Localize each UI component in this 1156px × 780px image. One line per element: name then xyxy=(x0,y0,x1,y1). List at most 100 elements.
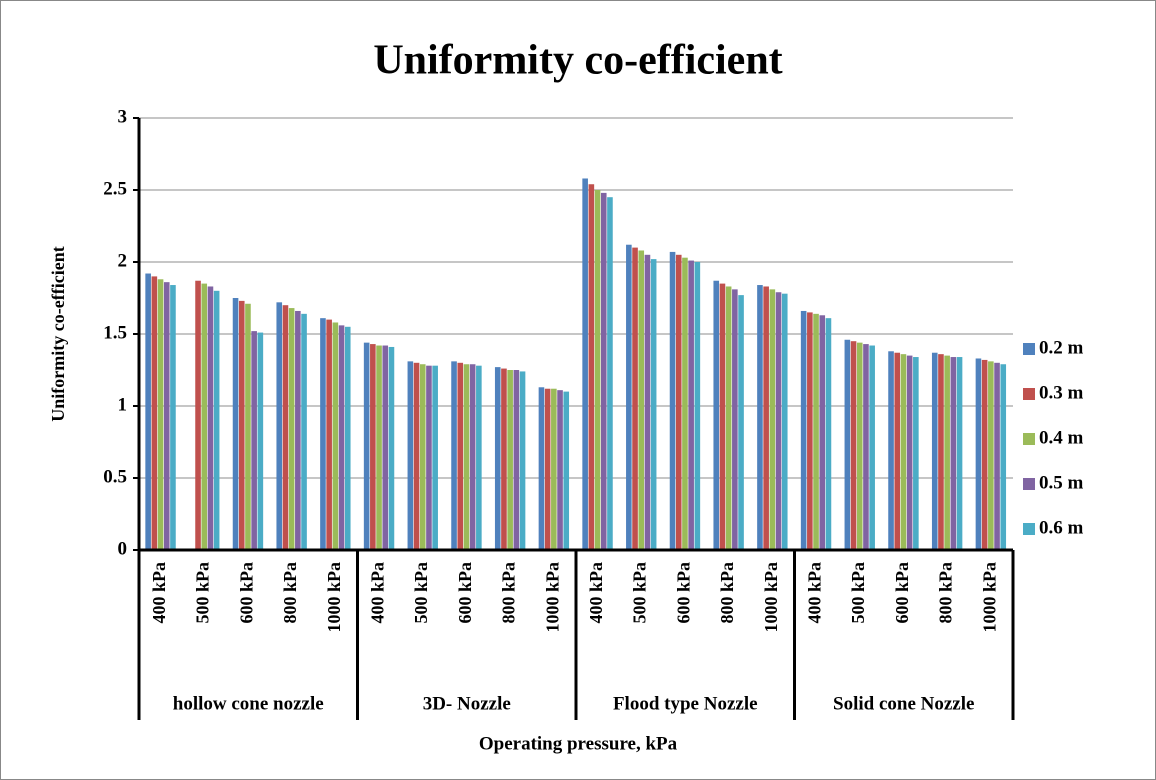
legend-swatch xyxy=(1023,523,1035,535)
bar xyxy=(819,315,826,550)
bar xyxy=(682,257,688,550)
legend-swatch xyxy=(1023,478,1035,490)
bar xyxy=(276,302,283,550)
bar xyxy=(238,300,245,550)
bar xyxy=(457,362,464,550)
bar xyxy=(507,370,513,550)
bar xyxy=(763,286,769,550)
bar xyxy=(288,308,295,550)
bar xyxy=(863,344,869,550)
bar xyxy=(906,355,913,550)
x-tick-label: 800 kPa xyxy=(280,562,300,624)
bar xyxy=(551,388,557,550)
bar xyxy=(563,391,570,550)
bar xyxy=(494,367,501,550)
bar xyxy=(732,289,738,550)
bar xyxy=(257,332,264,550)
x-tick-label: 600 kPa xyxy=(673,562,693,624)
legend-label: 0.3 m xyxy=(1039,382,1084,403)
legend-label: 0.4 m xyxy=(1039,427,1084,448)
bar xyxy=(501,368,507,550)
bar xyxy=(632,247,638,550)
y-tick-label: 3 xyxy=(118,106,128,127)
bar xyxy=(856,342,863,550)
bar xyxy=(688,260,694,550)
bar xyxy=(938,354,944,550)
bar xyxy=(626,244,632,550)
bar xyxy=(382,345,389,550)
x-tick-label: 600 kPa xyxy=(892,562,912,624)
group-label: hollow cone nozzle xyxy=(173,693,324,714)
bar xyxy=(282,305,289,550)
bar xyxy=(825,318,832,550)
bar xyxy=(638,250,645,551)
bar xyxy=(900,354,907,550)
group-label: 3D- Nozzle xyxy=(423,693,511,714)
x-tick-label: 1000 kPa xyxy=(761,562,781,633)
bar xyxy=(151,276,158,550)
bar xyxy=(432,365,438,550)
bar xyxy=(476,365,482,550)
y-tick-label: 2 xyxy=(118,250,128,271)
bar xyxy=(956,357,963,550)
bar xyxy=(888,351,894,550)
bar xyxy=(295,310,301,550)
bar xyxy=(607,197,613,550)
x-tick-label: 1000 kPa xyxy=(324,562,344,633)
bar xyxy=(582,178,588,551)
bar xyxy=(769,289,776,550)
bar xyxy=(719,283,726,550)
bar xyxy=(950,357,957,550)
bar xyxy=(163,282,170,550)
bar xyxy=(451,361,457,550)
bar xyxy=(426,365,432,550)
bar xyxy=(338,325,345,550)
bar xyxy=(544,388,551,550)
x-tick-label: 500 kPa xyxy=(630,562,650,624)
x-tick-label: 800 kPa xyxy=(499,562,519,624)
bar xyxy=(981,359,988,550)
legend-swatch xyxy=(1023,433,1035,445)
legend-label: 0.2 m xyxy=(1039,337,1084,358)
bar xyxy=(370,344,376,550)
bar xyxy=(207,286,214,550)
bar xyxy=(807,312,813,550)
x-tick-label: 500 kPa xyxy=(193,562,213,624)
bar xyxy=(388,346,395,550)
bar xyxy=(931,352,938,550)
bar xyxy=(232,298,239,550)
bar xyxy=(869,345,875,550)
y-axis-label: Uniformity co-efficient xyxy=(48,246,68,421)
bar xyxy=(738,295,744,550)
x-tick-label: 400 kPa xyxy=(586,562,606,624)
bar xyxy=(245,303,251,550)
bar xyxy=(644,254,651,551)
bar xyxy=(332,322,339,550)
bar xyxy=(326,319,332,550)
bar xyxy=(850,341,857,550)
group-label: Solid cone Nozzle xyxy=(833,693,974,714)
bar xyxy=(170,285,176,550)
y-tick-label: 2.5 xyxy=(103,178,127,199)
y-tick-label: 0.5 xyxy=(103,466,127,487)
bar xyxy=(975,358,982,550)
bar xyxy=(1000,364,1007,550)
bar xyxy=(994,362,1000,550)
y-tick-label: 1.5 xyxy=(103,322,127,343)
x-tick-label: 1000 kPa xyxy=(542,562,562,633)
bar xyxy=(781,293,788,550)
x-tick-label: 600 kPa xyxy=(236,562,256,624)
group-label: Flood type Nozzle xyxy=(613,693,758,714)
bar xyxy=(844,339,851,550)
bar xyxy=(669,251,676,551)
bar xyxy=(463,364,470,550)
bar xyxy=(251,331,257,550)
bar xyxy=(775,292,782,550)
x-tick-label: 1000 kPa xyxy=(979,562,999,633)
bar xyxy=(419,364,426,550)
bar xyxy=(557,390,563,550)
bar xyxy=(363,342,370,550)
bar xyxy=(301,313,307,550)
y-tick-label: 1 xyxy=(118,394,128,415)
